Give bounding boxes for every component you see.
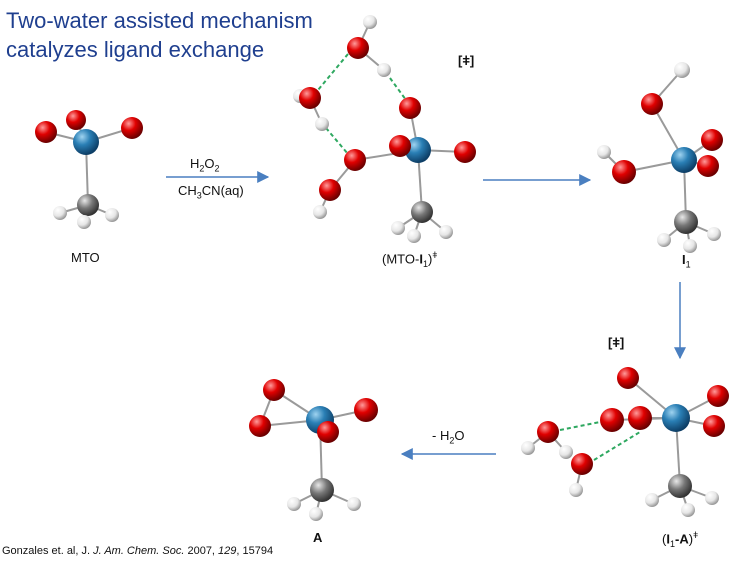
ts-marker-1: [ǂ] [458,53,475,68]
rhenium-atom [671,147,697,173]
hydrogen-atom [309,507,323,521]
rhenium-atom [405,137,431,163]
oxygen-atom [66,110,86,130]
hydrogen-atom [683,239,697,253]
oxygen-atom [571,453,593,475]
title-line-2: catalyzes ligand exchange [6,37,265,62]
hydrogen-atom [313,205,327,219]
oxygen-atom [600,408,624,432]
oxygen-atom [701,129,723,151]
hydrogen-atom [657,233,671,247]
molecule-mto-i1-ts [293,15,476,243]
hydrogen-atom [521,441,535,455]
oxygen-atom [121,117,143,139]
hydrogen-atom [705,491,719,505]
citation: Gonzales et. al, J. J. Am. Chem. Soc. 20… [2,545,274,557]
hydrogen-atom [559,445,573,459]
oxygen-atom [35,121,57,143]
oxygen-atom [707,385,729,407]
carbon-atom [411,201,433,223]
oxygen-atom [344,149,366,171]
hydrogen-atom [347,497,361,511]
hydrogen-atom [287,497,301,511]
oxygen-atom [263,379,285,401]
oxygen-atom [697,155,719,177]
page-title: Two-water assisted mechanism catalyzes l… [6,6,313,64]
hydrogen-atom [377,63,391,77]
oxygen-atom [319,179,341,201]
oxygen-atom [617,367,639,389]
arrow1-reagent-solvent: CH3CN(aq) [178,183,244,201]
arrow4-water-loss: - H2O [432,428,465,446]
rhenium-atom [662,404,690,432]
hydrogen-atom [53,206,67,220]
hydrogen-atom [407,229,421,243]
oxygen-atom [628,406,652,430]
hydrogen-atom [707,227,721,241]
label-i1-a-ts: (I1-A)ǂ [662,530,699,549]
carbon-atom [668,474,692,498]
oxygen-atom [389,135,411,157]
carbon-atom [674,210,698,234]
hydrogen-atom [597,145,611,159]
molecule-a [249,379,378,521]
oxygen-atom [641,93,663,115]
oxygen-atom [399,97,421,119]
label-mto-i1-ts: (MTO-I1)ǂ [382,250,438,269]
oxygen-atom [454,141,476,163]
ts-marker-2: [ǂ] [608,335,625,350]
oxygen-atom [299,87,321,109]
hydrogen-atom [105,208,119,222]
arrow1-reagent-h2o2: H2O2 [190,156,220,174]
carbon-atom [310,478,334,502]
hydrogen-atom [363,15,377,29]
hydrogen-atom [645,493,659,507]
hydrogen-atom [315,117,329,131]
carbon-atom [77,194,99,216]
molecule-i1-a-ts [521,367,729,517]
label-a: A [313,530,323,545]
title-line-1: Two-water assisted mechanism [6,8,313,33]
hydrogen-atom [569,483,583,497]
molecule-i1 [597,62,723,253]
hydrogen-atom [439,225,453,239]
hydrogen-atom [681,503,695,517]
oxygen-atom [612,160,636,184]
hydrogen-atom [391,221,405,235]
oxygen-atom [537,421,559,443]
oxygen-atom [347,37,369,59]
hydrogen-atom [77,215,91,229]
label-i1: I1 [682,252,691,270]
oxygen-atom [703,415,725,437]
oxygen-atom [249,415,271,437]
oxygen-atom [354,398,378,422]
hydrogen-atom [674,62,690,78]
rhenium-atom [73,129,99,155]
oxygen-atom [317,421,339,443]
label-mto: MTO [71,250,100,265]
molecule-mto [35,110,143,229]
